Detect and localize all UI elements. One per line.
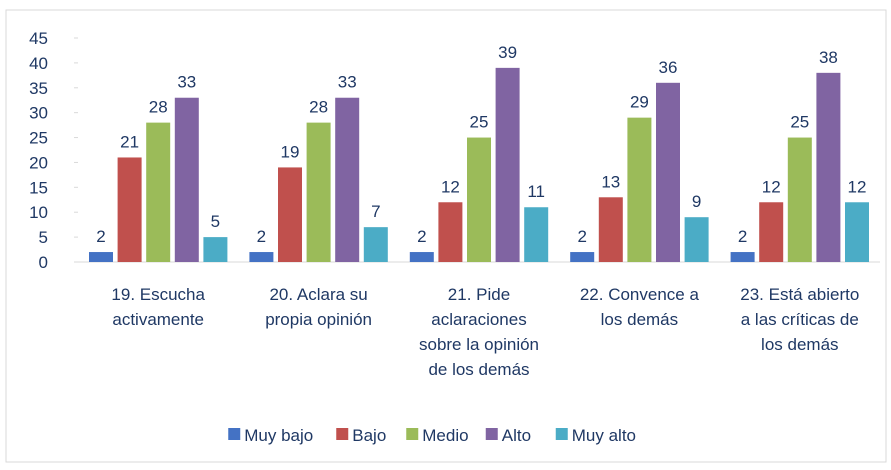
data-label: 38 xyxy=(819,48,838,67)
data-label: 33 xyxy=(177,73,196,92)
data-label: 2 xyxy=(577,227,586,246)
bar xyxy=(684,217,709,262)
data-label: 5 xyxy=(211,212,220,231)
data-label: 29 xyxy=(630,93,649,112)
y-tick-label: 45 xyxy=(29,29,48,48)
data-label: 33 xyxy=(338,73,357,92)
y-tick-label: 15 xyxy=(29,178,48,197)
data-label: 12 xyxy=(848,177,867,196)
bar xyxy=(570,252,595,262)
legend-swatch xyxy=(555,428,568,440)
y-tick-label: 25 xyxy=(29,129,48,148)
data-label: 25 xyxy=(470,113,489,132)
data-label: 25 xyxy=(790,113,809,132)
y-tick-label: 40 xyxy=(29,54,48,73)
y-tick-label: 20 xyxy=(29,153,48,172)
bar xyxy=(495,67,520,262)
x-tick-label: 19. Escucha activamente xyxy=(111,285,205,329)
data-label: 9 xyxy=(692,192,701,211)
data-label: 28 xyxy=(149,98,168,117)
legend-swatch xyxy=(228,428,241,440)
y-tick-label: 35 xyxy=(29,79,48,98)
bar xyxy=(787,137,812,262)
bar xyxy=(845,202,869,262)
data-label: 2 xyxy=(257,227,266,246)
y-tick-label: 5 xyxy=(39,228,48,247)
bar xyxy=(278,167,302,262)
bar xyxy=(816,72,841,262)
legend-swatch xyxy=(485,428,498,440)
bar xyxy=(627,117,652,263)
bar xyxy=(89,252,113,262)
data-label: 19 xyxy=(281,142,300,161)
bar xyxy=(117,157,142,262)
x-tick-label: 21. Pide aclaraciones sobre la opinión de l… xyxy=(419,285,539,379)
bar xyxy=(335,97,360,262)
bar xyxy=(174,97,199,262)
x-tick-label: 23. Está abierto a las críticas de los dem… xyxy=(740,285,859,354)
data-label: 36 xyxy=(659,58,678,77)
bar xyxy=(306,122,331,262)
legend-label: Muy bajo xyxy=(244,426,313,445)
bar xyxy=(249,252,274,262)
data-label: 12 xyxy=(441,177,460,196)
bar xyxy=(146,122,171,262)
data-label: 2 xyxy=(738,227,747,246)
bar xyxy=(203,237,228,262)
data-label: 2 xyxy=(417,227,426,246)
bar xyxy=(438,202,463,262)
legend-label: Muy alto xyxy=(572,426,636,445)
bar xyxy=(363,227,388,262)
data-label: 12 xyxy=(762,177,781,196)
y-tick-label: 10 xyxy=(29,203,48,222)
data-label: 7 xyxy=(371,202,380,221)
bar xyxy=(409,252,434,262)
data-label: 11 xyxy=(527,182,545,201)
data-label: 21 xyxy=(120,132,139,151)
data-label: 39 xyxy=(498,43,517,62)
data-label: 2 xyxy=(96,227,105,246)
y-tick-label: 30 xyxy=(29,104,48,123)
legend-label: Medio xyxy=(422,426,468,445)
legend-swatch xyxy=(406,428,419,440)
x-tick-label: 22. Convence a los demás xyxy=(580,285,700,329)
bar xyxy=(730,252,755,262)
legend-label: Alto xyxy=(502,426,531,445)
data-label: 13 xyxy=(601,172,620,191)
legend-label: Bajo xyxy=(352,426,386,445)
bar xyxy=(598,197,623,262)
x-tick-label: 20. Aclara su propia opinión xyxy=(265,285,372,329)
bar xyxy=(759,202,784,262)
bar xyxy=(524,207,549,262)
legend-swatch xyxy=(336,428,349,440)
data-label: 28 xyxy=(309,98,328,117)
y-tick-label: 0 xyxy=(39,253,48,272)
bar xyxy=(467,137,491,262)
bar xyxy=(656,82,680,262)
